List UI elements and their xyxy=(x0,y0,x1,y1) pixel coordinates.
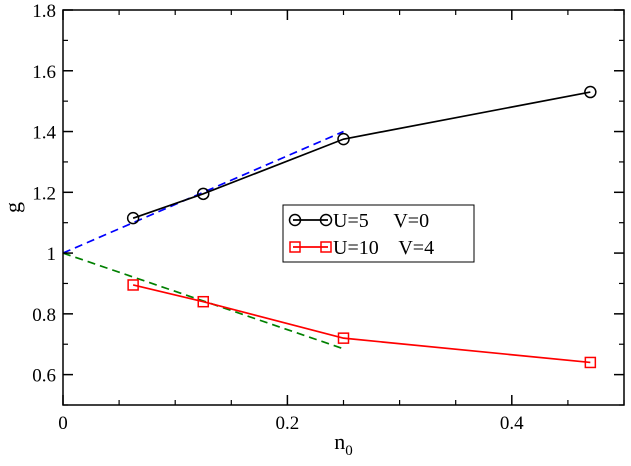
legend-entry: U=5 V=0 xyxy=(288,210,429,232)
y-tick-label: 0.6 xyxy=(32,366,56,387)
circle-marker xyxy=(337,132,350,146)
legend-box xyxy=(282,204,475,263)
square-marker xyxy=(337,332,350,344)
square-marker xyxy=(127,279,139,291)
legend: U=5 V=0 U=10 V=4 xyxy=(282,204,475,263)
x-axis-label-subscript: 0 xyxy=(345,443,353,459)
y-tick-label: 1.2 xyxy=(32,183,56,204)
dashed-guide-line xyxy=(62,130,344,254)
square-marker xyxy=(320,241,332,253)
series xyxy=(126,85,597,225)
series-group xyxy=(126,85,597,369)
circle-marker xyxy=(197,187,210,201)
legend-label: U=10 V=4 xyxy=(333,237,434,259)
y-axis-label: g xyxy=(0,202,25,213)
y-tick-label: 1.8 xyxy=(32,1,56,22)
x-tick-label: 0.4 xyxy=(500,413,524,434)
y-tick-label: 1 xyxy=(47,244,57,265)
legend-label: U=5 V=0 xyxy=(333,210,429,232)
square-marker xyxy=(289,241,301,253)
circle-marker xyxy=(319,213,333,227)
circle-marker xyxy=(126,211,140,225)
legend-entry: U=10 V=4 xyxy=(289,237,434,259)
y-tick-label: 0.8 xyxy=(32,305,56,326)
circle-marker xyxy=(288,213,302,227)
series-line xyxy=(132,284,591,364)
x-tick-label: 0.2 xyxy=(276,413,300,434)
axis-ticks: 0 0.2 0.4 0.6 0.8 1 1.2 1.4 1.6 1.8 xyxy=(32,1,625,434)
circle-marker xyxy=(584,85,597,99)
y-tick-label: 1.4 xyxy=(32,123,56,144)
series xyxy=(127,279,597,369)
series-line xyxy=(132,91,591,219)
x-axis-label: n0 xyxy=(334,429,353,459)
square-marker xyxy=(584,356,597,369)
square-marker xyxy=(197,295,209,308)
y-tick-label: 1.6 xyxy=(32,62,56,83)
x-tick-label: 0 xyxy=(58,413,68,434)
